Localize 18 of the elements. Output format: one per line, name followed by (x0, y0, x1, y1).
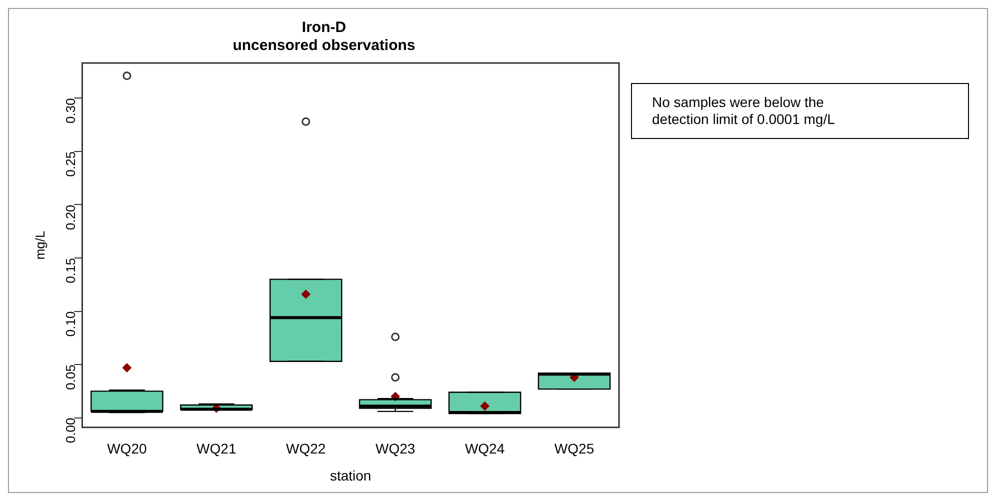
y-tick-label: 0.20 (62, 204, 78, 230)
y-tick-label: 0.15 (62, 258, 78, 284)
y-axis-title: mg/L (32, 230, 48, 260)
text: No samples were below the detection limit of 0.0001 mg/L (631, 83, 969, 139)
x-tick-label: WQ25 (554, 440, 594, 457)
chart-title: Iron-D (302, 19, 346, 36)
y-tick-label: 0.10 (62, 311, 78, 337)
x-tick-label: WQ23 (375, 440, 416, 457)
x-axis-title: station (330, 467, 372, 484)
x-tick-label: WQ20 (107, 440, 147, 457)
chart-subtitle: uncensored observations (232, 37, 416, 54)
x-tick-label: WQ24 (464, 440, 505, 457)
x-tick-label: WQ21 (196, 440, 236, 457)
y-tick-label: 0.30 (62, 98, 78, 124)
y-tick-label: 0.00 (62, 418, 78, 444)
y-tick-label: 0.25 (62, 151, 78, 177)
x-tick-label: WQ22 (286, 440, 326, 457)
y-tick-label: 0.05 (62, 364, 78, 390)
